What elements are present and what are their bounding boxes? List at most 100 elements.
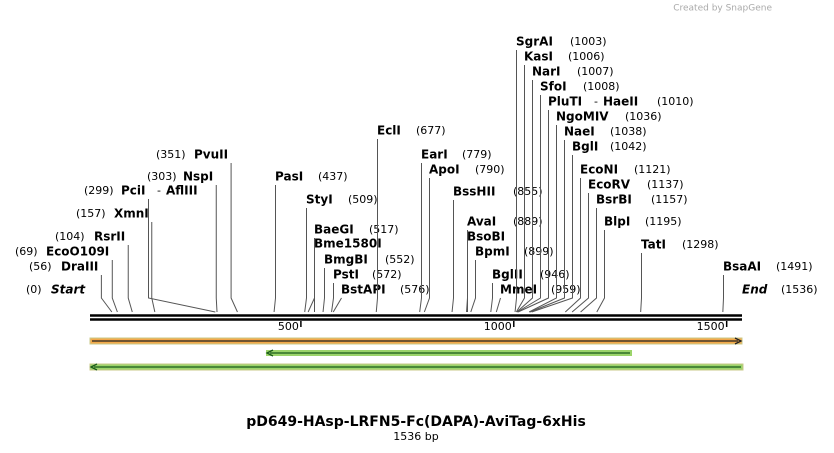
site-name: NgoMIV <box>556 110 609 124</box>
site-name: PasI <box>275 170 303 184</box>
site-position: (899) <box>524 245 554 258</box>
site-position: (1036) <box>625 110 662 123</box>
site-name: BaeGI <box>314 223 354 237</box>
site-separator: - <box>157 184 161 197</box>
site-line <box>529 140 565 313</box>
site-position: (677) <box>416 124 446 137</box>
site-name: PvuII <box>194 148 228 162</box>
tick-label: 1500 <box>697 320 725 333</box>
site-position: (1491) <box>776 260 813 273</box>
map-length: 1536 bp <box>393 430 438 443</box>
site-line <box>515 65 525 313</box>
site-position: (509) <box>348 193 378 206</box>
site-line <box>531 155 573 313</box>
site-position: (517) <box>369 223 399 236</box>
site-name: Bme1580I <box>314 237 382 251</box>
site-name: ApoI <box>429 163 460 177</box>
site-position: (1195) <box>645 215 682 228</box>
site-line <box>596 230 605 313</box>
site-name: BssHII <box>453 185 495 199</box>
site-line <box>451 200 454 313</box>
site-position: (1137) <box>647 178 684 191</box>
site-position: (1006) <box>568 50 605 63</box>
site-name: BglI <box>572 140 598 154</box>
site-name: TatI <box>641 238 666 252</box>
site-position: (303) <box>147 170 177 183</box>
site-position: (779) <box>462 148 492 161</box>
site-name: KasI <box>524 50 553 64</box>
tick-label: 500 <box>278 320 299 333</box>
site-position: (1038) <box>610 125 647 138</box>
site-name: BmgBI <box>324 253 368 267</box>
site-position: (946) <box>540 268 570 281</box>
site-name: Start <box>51 283 86 297</box>
site-name: EcoRV <box>588 178 631 192</box>
site-name: BlpI <box>604 215 630 229</box>
site-name: BstAPI <box>341 283 386 297</box>
site-name: BsaAI <box>723 260 761 274</box>
site-name: NspI <box>183 170 213 184</box>
site-position: (959) <box>551 283 581 296</box>
site-line <box>516 80 533 313</box>
site-position: (889) <box>513 215 543 228</box>
site-position: (56) <box>29 260 52 273</box>
site-line <box>423 178 430 313</box>
site-name: PluTI <box>548 95 582 109</box>
site-position: (1536) <box>781 283 818 296</box>
site-line <box>564 178 581 313</box>
site-position: (157) <box>76 207 106 220</box>
site-line <box>722 275 724 313</box>
site-line <box>419 163 422 313</box>
site-line <box>580 208 597 313</box>
site-line <box>331 283 334 313</box>
site-position: (855) <box>513 185 543 198</box>
site-name: NaeI <box>564 125 595 139</box>
site-line <box>528 125 557 313</box>
site-line <box>332 297 342 313</box>
site-line <box>322 268 325 313</box>
site-name: EclI <box>377 124 401 138</box>
site-position: (552) <box>385 253 415 266</box>
site-line <box>151 222 156 313</box>
site-name: StyI <box>306 193 333 207</box>
site-name: EarI <box>421 148 448 162</box>
site-line <box>127 245 133 313</box>
site-position: (0) <box>26 283 42 296</box>
site-position: (69) <box>15 245 38 258</box>
site-position: (1010) <box>657 95 694 108</box>
site-name: End <box>742 283 768 297</box>
site-separator: - <box>594 95 598 108</box>
site-line <box>375 139 378 313</box>
site-position: (1007) <box>577 65 614 78</box>
site-name: BpmI <box>475 245 510 259</box>
site-line <box>514 50 517 313</box>
site-line <box>516 95 541 313</box>
site-line <box>571 193 589 313</box>
site-name: SfoI <box>540 80 567 94</box>
site-position: (1008) <box>583 80 620 93</box>
site-line <box>490 283 493 313</box>
site-name: MmeI <box>500 283 537 297</box>
site-name: XmnI <box>114 207 149 221</box>
feature-arrowhead <box>89 363 98 371</box>
feature-arrowhead <box>265 349 274 357</box>
site-name: BsrBI <box>596 193 632 207</box>
site-line <box>100 275 113 313</box>
site-position: (1042) <box>610 140 647 153</box>
site-position: (1003) <box>570 35 607 48</box>
site-name: AvaI <box>467 215 496 229</box>
site-position: (104) <box>55 230 85 243</box>
site-line <box>517 110 549 313</box>
feature-arrowhead <box>734 337 743 345</box>
site-name: DraIII <box>61 260 98 274</box>
site-line <box>495 297 501 313</box>
site-position: (576) <box>400 283 430 296</box>
map-title: pD649-HAsp-LRFN5-Fc(DAPA)-AviTag-6xHis <box>246 414 586 430</box>
site-position: (1157) <box>651 193 688 206</box>
site-name: AflIII <box>166 184 198 198</box>
site-line <box>111 260 118 313</box>
site-name: BglII <box>492 268 523 282</box>
site-line <box>640 253 642 313</box>
site-name: NarI <box>532 65 561 79</box>
